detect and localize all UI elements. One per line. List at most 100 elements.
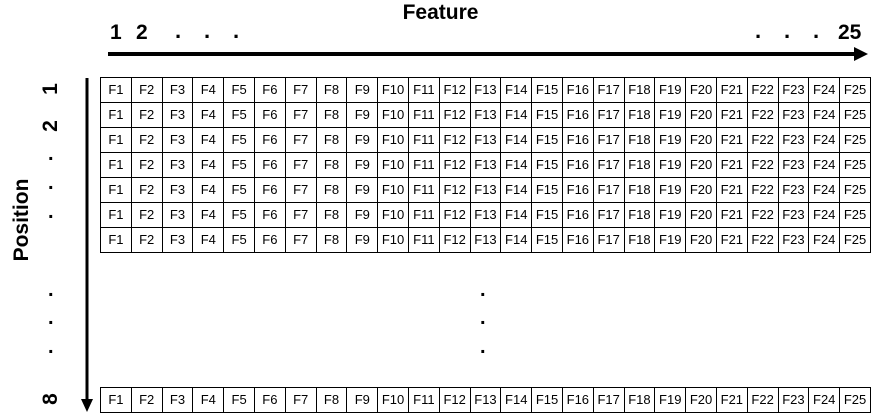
grid-row: F1 F2 F3 F4 F5 F6 F7 F8 F9 F10 F11 F12 F13 F14 F15 F16 F… [100,387,871,413]
feature-cell: F6 [253,177,286,203]
feature-cell: F3 [161,227,194,253]
feature-cell: F21 [715,202,748,228]
feature-cell: F11 [407,177,440,203]
feature-cell: F6 [253,127,286,153]
grid-row: F1 F2 F3 F4 F5 F6 F7 F8 F9 F10 F11 F12 F13 F14 F15 F16 F… [100,127,871,153]
feature-cell: F4 [192,102,225,128]
feature-cell: F16 [561,202,594,228]
feature-grid-bottom: F1 F2 F3 F4 F5 F6 F7 F8 F9 F10 F11 F12 F13 F14 F15 F16 F… [100,387,871,413]
feature-cell: F16 [561,227,594,253]
feature-cell: F5 [223,387,255,413]
feature-cell: F13 [469,227,502,253]
feature-cell: F8 [315,227,348,253]
feature-cell: F3 [161,152,194,178]
feature-cell: F5 [223,202,255,228]
feature-cell: F13 [469,77,502,103]
feature-cell: F9 [346,387,379,413]
feature-cell: F18 [623,227,656,253]
feature-cell: F11 [407,227,440,253]
feature-cell: F10 [377,177,409,203]
feature-cell: F7 [284,202,317,228]
feature-cell: F20 [685,177,717,203]
x-end-label: 25 [838,21,862,44]
feature-cell: F12 [438,77,471,103]
feature-cell: F3 [161,177,194,203]
feature-cell: F25 [839,177,871,203]
feature-cell: F24 [808,127,841,153]
feature-cell: F22 [746,227,779,253]
feature-cell: F24 [808,77,841,103]
feature-cell: F8 [315,152,348,178]
feature-cell: F11 [407,127,440,153]
feature-cell: F12 [438,202,471,228]
feature-cell: F20 [685,127,717,153]
feature-cell: F19 [654,202,687,228]
feature-cell: F10 [377,387,409,413]
y-axis-title: Position [10,178,33,262]
feature-cell: F17 [592,77,625,103]
y-end-label: 8 [39,393,62,405]
feature-cell: F1 [100,177,132,203]
feature-cell: F16 [561,152,594,178]
grid-row: F1 F2 F3 F4 F5 F6 F7 F8 F9 F10 F11 F12 F13 F14 F15 F16 F… [100,227,871,253]
feature-cell: F10 [377,202,409,228]
feature-cell: F19 [654,177,687,203]
feature-cell: F13 [469,102,502,128]
x-start-label-2: 2 [136,21,148,44]
feature-cell: F15 [531,77,563,103]
feature-cell: F15 [531,227,563,253]
feature-cell: F4 [192,127,225,153]
feature-cell: F18 [623,127,656,153]
feature-cell: F17 [592,387,625,413]
grid-bottom-body: F1 F2 F3 F4 F5 F6 F7 F8 F9 F10 F11 F12 F13 F14 F15 F16 F… [100,387,871,413]
feature-cell: F4 [192,152,225,178]
feature-cell: F3 [161,387,194,413]
feature-cell: F4 [192,77,225,103]
feature-cell: F19 [654,227,687,253]
feature-cell: F2 [130,202,163,228]
feature-cell: F8 [315,77,348,103]
feature-cell: F18 [623,387,656,413]
feature-cell: F2 [130,102,163,128]
feature-cell: F9 [346,177,379,203]
feature-cell: F21 [715,227,748,253]
feature-cell: F14 [500,102,533,128]
x-dot-1: . [175,18,182,43]
feature-cell: F4 [192,202,225,228]
feature-cell: F21 [715,77,748,103]
feature-cell: F22 [746,152,779,178]
y-start-label-2: 2 [39,120,62,132]
feature-cell: F14 [500,202,533,228]
feature-cell: F15 [531,177,563,203]
feature-cell: F15 [531,152,563,178]
feature-cell: F5 [223,227,255,253]
feature-cell: F22 [746,127,779,153]
feature-cell: F6 [253,227,286,253]
feature-cell: F6 [253,202,286,228]
feature-cell: F6 [253,102,286,128]
feature-cell: F13 [469,177,502,203]
feature-cell: F14 [500,227,533,253]
feature-cell: F21 [715,387,748,413]
feature-cell: F11 [407,152,440,178]
feature-cell: F17 [592,127,625,153]
feature-cell: F15 [531,202,563,228]
feature-cell: F2 [130,77,163,103]
feature-cell: F1 [100,127,132,153]
feature-cell: F25 [839,152,871,178]
feature-cell: F7 [284,387,317,413]
y-dot-3: . [48,201,54,223]
feature-cell: F7 [284,177,317,203]
feature-cell: F23 [777,127,810,153]
x-dot-4: . [755,18,762,43]
feature-cell: F24 [808,177,841,203]
feature-cell: F14 [500,77,533,103]
grid-top-body: F1 F2 F3 F4 F5 F6 F7 F8 F9 F10 F11 F12 F13 F14 F15 F16 F… [100,77,871,253]
feature-cell: F16 [561,177,594,203]
feature-cell: F23 [777,77,810,103]
feature-cell: F12 [438,177,471,203]
y-dot-1: . [48,143,54,165]
feature-cell: F25 [839,387,871,413]
feature-cell: F12 [438,387,471,413]
